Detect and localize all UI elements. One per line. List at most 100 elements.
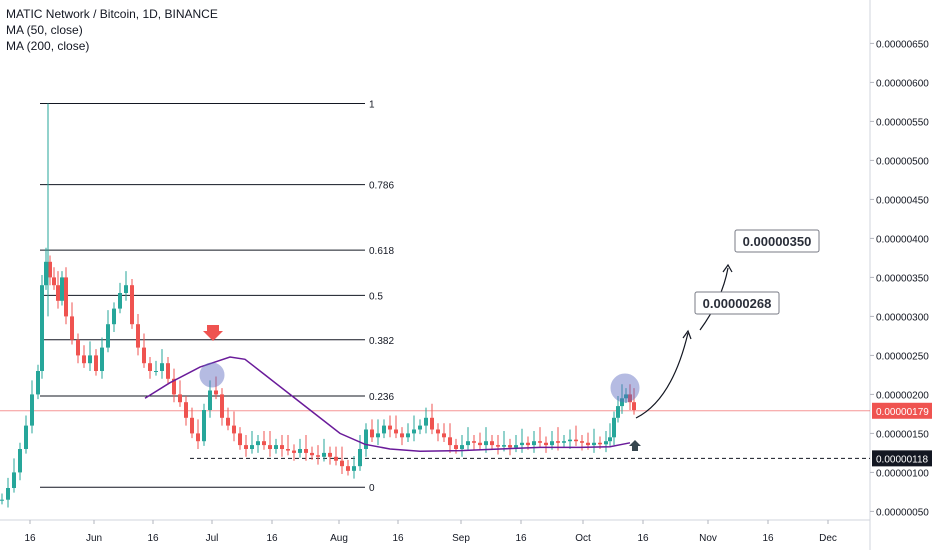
candle-body	[382, 425, 386, 434]
candle-body	[436, 429, 440, 434]
candle-body	[82, 355, 86, 364]
highlight-circle-oct[interactable]	[610, 373, 640, 403]
candle-body	[484, 441, 488, 446]
y-tick-label: 0.00000200	[876, 390, 929, 401]
symbol-title: MATIC Network / Bitcoin, 1D, BINANCE	[6, 7, 218, 21]
candle-body	[220, 394, 224, 418]
candle-body	[118, 293, 122, 309]
ma200-legend: MA (200, close)	[6, 39, 90, 53]
target-callout-268[interactable]	[694, 291, 780, 315]
candle-body	[598, 442, 602, 445]
fib-level-label: 1	[369, 99, 375, 110]
candle-body	[608, 437, 612, 442]
arrowhead-icon	[682, 329, 692, 340]
candle-body	[624, 394, 628, 399]
candle-body	[244, 445, 248, 449]
y-tick-label: 0.00000300	[876, 312, 929, 323]
arrow-up-icon[interactable]	[629, 440, 641, 451]
candle-body	[298, 449, 302, 453]
last-price-tag	[872, 402, 932, 419]
y-tick-label: 0.00000100	[876, 468, 929, 479]
candle-body	[250, 445, 254, 449]
ma50-legend: MA (50, close)	[6, 23, 83, 37]
candle-body	[628, 394, 632, 403]
candle-body	[358, 449, 362, 467]
candle-body	[280, 445, 284, 449]
candle-body	[376, 433, 380, 438]
y-tick-label: 0.00000650	[876, 39, 929, 50]
candle-body	[346, 466, 350, 471]
candle-body	[64, 277, 68, 317]
candle-body	[532, 441, 536, 446]
candle-body	[586, 442, 590, 446]
candle-body	[508, 445, 512, 448]
candle-body	[286, 449, 290, 451]
candle-body	[0, 499, 4, 501]
highlight-circle-jul[interactable]	[199, 362, 225, 388]
candle-body	[490, 441, 494, 446]
candle-body	[472, 441, 476, 443]
projection-arrow-1[interactable]	[635, 332, 689, 419]
x-tick-label: 16	[515, 533, 527, 544]
candle-body	[334, 456, 338, 461]
candle-body	[388, 425, 392, 430]
candle-body	[616, 406, 620, 418]
candle-body	[562, 441, 566, 443]
x-tick-label: Aug	[330, 533, 348, 544]
candle-body	[412, 429, 416, 434]
candle-body	[100, 347, 104, 371]
candle-body	[124, 285, 128, 293]
candle-body	[136, 324, 140, 348]
fib-level-label: 0.382	[369, 336, 394, 347]
candle-body	[172, 378, 176, 395]
chart-legend: MATIC Network / Bitcoin, 1D, BINANCE MA …	[6, 6, 218, 54]
candle-body	[48, 261, 52, 278]
candle-body	[160, 363, 164, 371]
candle-body	[328, 452, 332, 457]
candle-body	[262, 441, 266, 446]
candle-body	[88, 355, 92, 364]
x-tick-label: 16	[266, 533, 278, 544]
y-tick-label: 0.00000150	[876, 429, 929, 440]
candle-body	[292, 450, 296, 453]
x-tick-label: 16	[24, 533, 36, 544]
x-tick-label: Jul	[206, 533, 219, 544]
candle-body	[406, 433, 410, 438]
candle-body	[418, 425, 422, 430]
x-tick-label: 16	[147, 533, 159, 544]
candle-body	[520, 442, 524, 446]
y-tick-label: 0.00000350	[876, 273, 929, 284]
candle-body	[370, 429, 374, 438]
y-tick-label: 0.00000550	[876, 117, 929, 128]
target-callout-label: 0.00000268	[703, 296, 772, 311]
y-tick-label: 0.00000500	[876, 156, 929, 167]
x-tick-label: 16	[762, 533, 774, 544]
candle-body	[30, 394, 34, 426]
candle-body	[274, 445, 278, 449]
candle-body	[568, 439, 572, 442]
candle-body	[604, 441, 608, 445]
candle-body	[526, 442, 530, 446]
support-price-tag	[872, 450, 932, 467]
candle-body	[322, 452, 326, 457]
candle-body	[556, 441, 560, 443]
fib-level-label: 0.236	[369, 392, 394, 403]
y-tick-label: 0.00000250	[876, 351, 929, 362]
y-tick-label: 0.00000400	[876, 234, 929, 245]
y-tick-label: 0.00000450	[876, 195, 929, 206]
target-callout-350[interactable]	[734, 229, 820, 253]
ma50-line[interactable]	[144, 356, 631, 453]
candle-body	[166, 363, 170, 379]
fib-level-label: 0	[369, 483, 375, 494]
candle-body	[60, 277, 64, 301]
candle-body	[70, 316, 74, 340]
candle-body	[620, 398, 624, 407]
last-price-label: 0.00000179	[876, 407, 929, 418]
support-price-label: 0.00000118	[876, 454, 929, 465]
candle-body	[580, 441, 584, 443]
candle-body	[448, 437, 452, 446]
candle-body	[130, 285, 134, 325]
candle-body	[184, 402, 188, 418]
arrow-down-icon[interactable]	[203, 325, 223, 341]
